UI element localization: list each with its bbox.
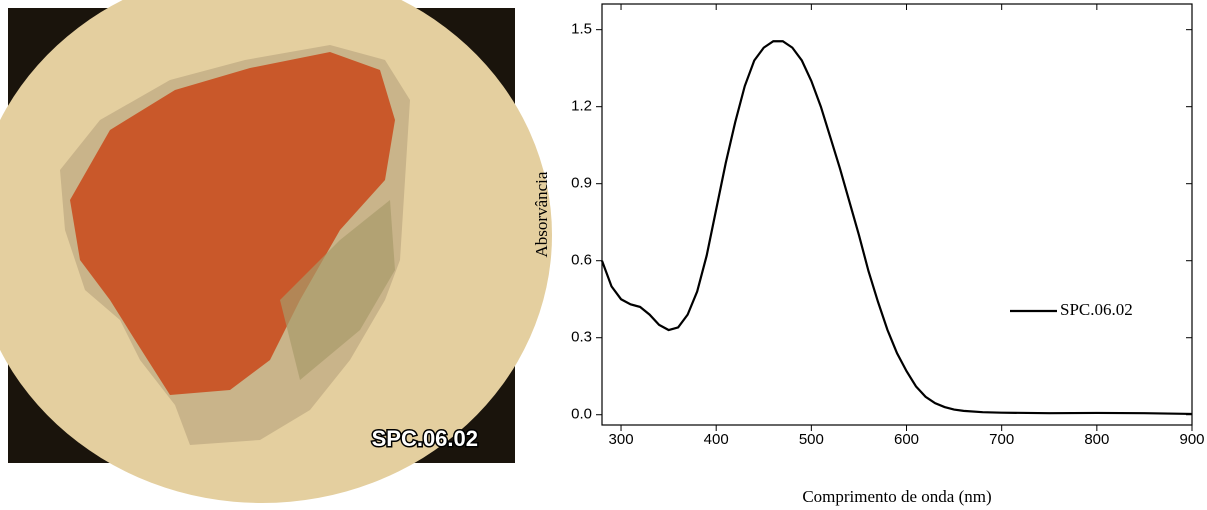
- x-tick-label: 700: [989, 431, 1014, 448]
- x-tick-label: 300: [609, 431, 634, 448]
- x-tick-label: 900: [1179, 431, 1204, 448]
- legend-label: SPC.06.02: [1060, 300, 1133, 319]
- rock-coating: [70, 52, 395, 395]
- y-tick-label: 1.5: [571, 21, 592, 38]
- y-tick-label: 0.9: [571, 175, 592, 192]
- x-tick-label: 400: [704, 431, 729, 448]
- x-tick-label: 500: [799, 431, 824, 448]
- photo-label: SPC.06.02: [372, 426, 478, 451]
- plot-frame: [601, 3, 1193, 426]
- y-tick-label: 0.6: [571, 252, 592, 269]
- x-axis-label: Comprimento de onda (nm): [802, 487, 991, 506]
- x-tick-label: 600: [894, 431, 919, 448]
- y-axis-label: Absorvância: [532, 171, 551, 257]
- x-tick-label: 800: [1084, 431, 1109, 448]
- y-tick-label: 0.3: [571, 329, 592, 346]
- chart: 300 400 500 600 700 800 900 0.0 0.3 0.6 0.9 1.2 1.5 C…: [532, 3, 1205, 506]
- data-line: [600, 40, 1193, 416]
- y-tick-label: 0.0: [571, 406, 592, 423]
- y-tick-label: 1.2: [571, 98, 592, 115]
- photo: SPC.06.02: [0, 0, 552, 503]
- rock-face: [280, 200, 395, 380]
